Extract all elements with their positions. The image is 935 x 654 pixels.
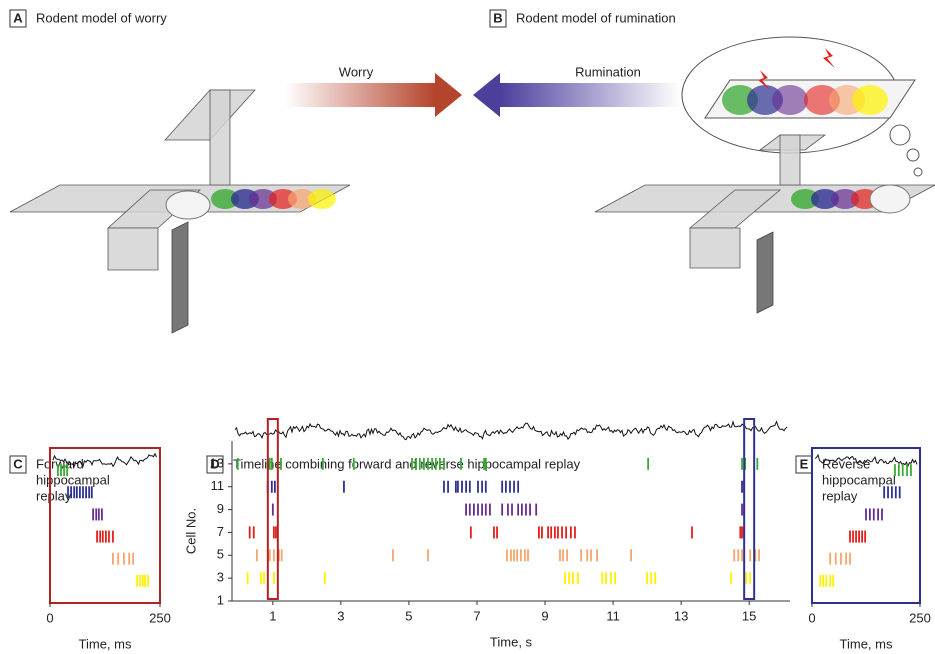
x-tick-label: 15: [742, 608, 756, 623]
x-tick-label: 7: [473, 608, 480, 623]
rumination-arrow-head: [473, 73, 500, 117]
y-tick-label: 13: [210, 455, 224, 470]
maze-a: [9, 89, 351, 334]
x-tick-label: 250: [909, 610, 931, 625]
y-tick-label: 5: [217, 547, 224, 562]
arrow-label: Worry: [339, 64, 374, 79]
x-tick-label: 0: [808, 610, 815, 625]
x-tick-label: 250: [149, 610, 171, 625]
y-axis-label: Cell No.: [183, 508, 198, 554]
x-tick-label: 0: [46, 610, 53, 625]
x-axis-label: Time, ms: [79, 636, 132, 651]
x-tick-label: 1: [269, 608, 276, 623]
panel-letter: E: [800, 456, 809, 471]
panel-title: Forward: [36, 456, 84, 471]
lfp-trace: [52, 452, 157, 468]
panel-letter-box: [9, 455, 27, 474]
replay-box: [811, 447, 921, 604]
replay-box: [49, 447, 161, 604]
rumination-arrow: [500, 83, 680, 107]
lfp-trace: [234, 420, 788, 441]
panel-letter: D: [210, 456, 219, 471]
arrow-label: Rumination: [575, 64, 641, 79]
x-axis-label: Time, s: [490, 634, 533, 649]
panel-title: hippocampal: [36, 472, 110, 487]
panel-title: replay: [822, 488, 858, 503]
panel-title: Timeline combining forward and reverse h…: [233, 456, 581, 471]
replay-highlight: [266, 418, 279, 600]
panel-letter: B: [493, 10, 502, 25]
x-tick-label: 13: [674, 608, 688, 623]
worry-arrow: [285, 83, 435, 107]
panel-letter: C: [13, 456, 23, 471]
panel-letter: A: [13, 10, 23, 25]
x-tick-label: 5: [405, 608, 412, 623]
panel-title: hippocampal: [822, 472, 896, 487]
x-axis-label: Time, ms: [840, 636, 893, 651]
x-tick-label: 11: [606, 608, 620, 623]
replay-highlight: [743, 418, 756, 600]
y-tick-label: 9: [217, 501, 224, 516]
y-tick-label: 3: [217, 570, 224, 585]
panel-letter-box: [489, 9, 507, 28]
y-tick-label: 7: [217, 524, 224, 539]
y-tick-label: 1: [217, 592, 224, 607]
y-tick-label: 11: [211, 478, 225, 493]
panel-title: Reverse: [822, 456, 870, 471]
panel-letter-box: [206, 455, 224, 474]
worry-arrow-head: [435, 73, 462, 117]
panel-title: Rodent model of rumination: [516, 10, 676, 25]
lfp-trace: [814, 453, 918, 468]
maze-b: [594, 36, 935, 314]
panel-letter-box: [9, 9, 27, 28]
panel-title: replay: [36, 488, 72, 503]
panel-title: Rodent model of worry: [36, 10, 167, 25]
x-tick-label: 9: [541, 608, 548, 623]
x-tick-label: 3: [337, 608, 344, 623]
